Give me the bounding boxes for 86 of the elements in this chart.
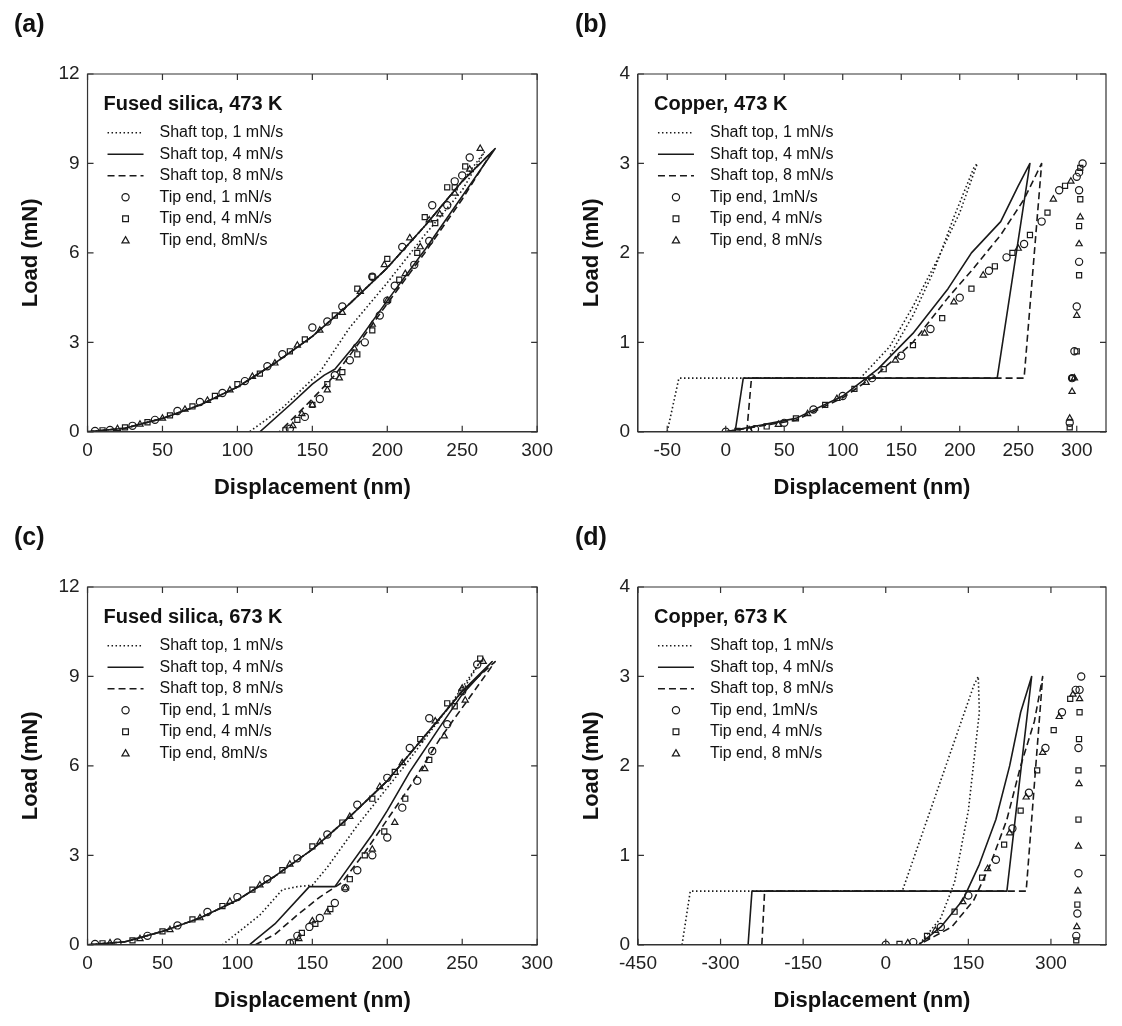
x-tick-label: 150 <box>296 952 329 974</box>
x-tick-label: -50 <box>653 439 681 461</box>
legend-label: Shaft top, 1 mN/s <box>709 636 834 654</box>
legend-label: Tip end, 1 mN/s <box>159 187 272 205</box>
legend-label: Shaft top, 8 mN/s <box>159 679 284 697</box>
y-tick-label: 3 <box>68 843 80 865</box>
x-tick-label: 200 <box>371 952 404 974</box>
x-axis-title: Displacement (nm) <box>773 986 971 1012</box>
y-tick-label: 0 <box>68 420 80 442</box>
x-tick-label: 150 <box>296 439 329 461</box>
legend-label: Tip end, 4 mN/s <box>159 722 272 740</box>
legend-title: Fused silica, 473 K <box>103 91 284 114</box>
x-tick-label: -150 <box>784 952 823 974</box>
y-tick-label: 3 <box>68 330 80 352</box>
y-tick-label: 9 <box>68 151 80 173</box>
legend-title: Fused silica, 673 K <box>103 604 284 627</box>
legend-label: Tip end, 8 mN/s <box>709 743 823 761</box>
x-axis-title: Displacement (nm) <box>213 473 411 499</box>
legend-label: Tip end, 1mN/s <box>709 700 818 718</box>
legend-label: Tip end, 4 mN/s <box>709 722 823 740</box>
legend-label: Tip end, 4 mN/s <box>709 209 823 227</box>
x-tick-label: 100 <box>826 439 859 461</box>
legend-title: Copper, 673 K <box>653 604 788 627</box>
y-tick-label: 3 <box>619 151 630 173</box>
y-tick-label: 6 <box>68 241 80 263</box>
x-tick-label: 250 <box>1002 439 1035 461</box>
legend-label: Shaft top, 1 mN/s <box>709 123 834 141</box>
x-tick-label: 250 <box>446 952 479 974</box>
legend-label: Shaft top, 8 mN/s <box>709 679 834 697</box>
legend-label: Tip end, 8mN/s <box>159 230 268 248</box>
x-tick-label: 300 <box>1035 952 1067 974</box>
chart-title: (b) <box>575 8 607 37</box>
x-tick-label: -300 <box>701 952 740 974</box>
legend-label: Shaft top, 8 mN/s <box>159 166 284 184</box>
y-axis-title: Load (mN) <box>17 198 43 308</box>
x-tick-label: 300 <box>1060 439 1093 461</box>
x-axis-title: Displacement (nm) <box>773 473 971 499</box>
x-tick-label: 0 <box>720 439 732 461</box>
chart-title: (d) <box>575 521 607 550</box>
legend-label: Tip end, 4 mN/s <box>159 209 272 227</box>
x-tick-label: 200 <box>371 439 404 461</box>
x-tick-label: 300 <box>521 439 553 461</box>
y-tick-label: 12 <box>58 575 80 597</box>
y-axis-title: Load (mN) <box>17 711 43 821</box>
x-tick-label: 50 <box>151 439 174 461</box>
y-tick-label: 12 <box>58 62 80 84</box>
y-tick-label: 9 <box>68 664 80 686</box>
x-tick-label: -450 <box>618 952 657 974</box>
legend-label: Tip end, 1mN/s <box>709 187 818 205</box>
y-tick-label: 1 <box>619 843 630 865</box>
y-tick-label: 2 <box>619 754 630 776</box>
x-axis-title: Displacement (nm) <box>213 986 411 1012</box>
y-tick-label: 2 <box>619 241 630 263</box>
chart-title: (c) <box>14 521 45 550</box>
y-axis-title: Load (mN) <box>578 711 604 821</box>
x-tick-label: 100 <box>221 439 254 461</box>
legend-title: Copper, 473 K <box>653 91 788 114</box>
x-tick-label: 100 <box>221 952 254 974</box>
y-tick-label: 0 <box>619 420 630 442</box>
legend-label: Shaft top, 1 mN/s <box>159 636 284 654</box>
x-tick-label: 150 <box>885 439 918 461</box>
y-tick-label: 1 <box>619 330 630 352</box>
legend-label: Shaft top, 8 mN/s <box>709 166 834 184</box>
legend-label: Tip end, 8 mN/s <box>709 230 823 248</box>
y-tick-label: 4 <box>619 62 631 84</box>
legend-label: Tip end, 1 mN/s <box>159 700 272 718</box>
y-tick-label: 6 <box>68 754 80 776</box>
legend-label: Tip end, 8mN/s <box>159 743 268 761</box>
legend-label: Shaft top, 4 mN/s <box>709 144 834 162</box>
x-tick-label: 150 <box>952 952 985 974</box>
y-tick-label: 3 <box>619 664 630 686</box>
x-tick-label: 50 <box>151 952 174 974</box>
y-tick-label: 0 <box>68 933 80 955</box>
legend-label: Shaft top, 1 mN/s <box>159 123 284 141</box>
legend-label: Shaft top, 4 mN/s <box>709 657 834 675</box>
x-tick-label: 250 <box>446 439 479 461</box>
chart-title: (a) <box>14 8 45 37</box>
x-tick-label: 0 <box>880 952 892 974</box>
legend-label: Shaft top, 4 mN/s <box>159 144 284 162</box>
x-tick-label: 50 <box>773 439 795 461</box>
x-tick-label: 200 <box>943 439 976 461</box>
y-tick-label: 4 <box>619 575 631 597</box>
x-tick-label: 300 <box>521 952 553 974</box>
y-tick-label: 0 <box>619 933 630 955</box>
y-axis-title: Load (mN) <box>578 198 604 308</box>
legend-label: Shaft top, 4 mN/s <box>159 657 284 675</box>
